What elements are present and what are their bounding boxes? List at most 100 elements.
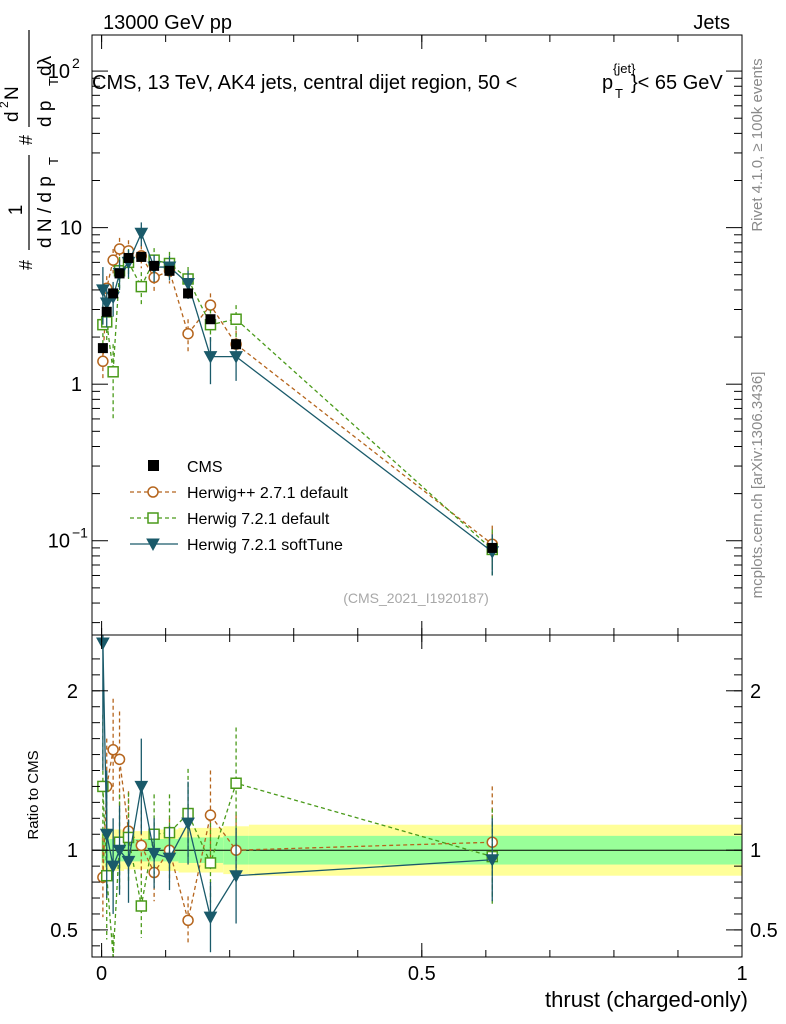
side-label-bottom: mcplots.cern.ch [arXiv:1306.3436] — [749, 372, 766, 599]
ratio-marker-soft — [203, 911, 218, 925]
ratio-marker-hpp — [182, 914, 194, 927]
ylabel-den2-tail: dλ — [35, 55, 56, 76]
series-line-hpp — [102, 248, 493, 545]
chart-title-group: CMS, 13 TeV, AK4 jets, central dijet reg… — [92, 61, 723, 101]
main-panel — [96, 222, 500, 578]
marker-cms — [487, 542, 498, 553]
x-tick-label: 1 — [736, 963, 747, 985]
ratio-marker-soft — [106, 860, 120, 874]
marker-cms — [205, 314, 216, 325]
analysis-watermark: (CMS_2021_I1920187) — [343, 590, 489, 606]
marker-hpp — [107, 254, 119, 266]
ratio-marker-soft — [112, 844, 127, 858]
marker-cms — [114, 268, 125, 279]
marker-cms — [101, 306, 112, 317]
ratio-marker-h721 — [135, 900, 148, 912]
ratio-marker-h721 — [230, 777, 242, 789]
marker-h721 — [135, 280, 148, 293]
marker-cms — [183, 288, 194, 299]
ratio-line-soft — [102, 642, 493, 919]
legend: CMS Herwig++ 2.7.1 default Herwig 7.2.1 de… — [130, 459, 349, 554]
marker-h721 — [230, 313, 242, 325]
ylabel-num2-sup: 2 — [0, 101, 11, 108]
ratio-marker-soft — [485, 854, 500, 867]
side-label-top: Rivet 4.1.0, ≥ 100k events — [749, 58, 766, 231]
legend-marker-cms — [148, 460, 159, 471]
header-right: Jets — [693, 12, 730, 34]
marker-cms — [97, 343, 108, 354]
ratio-line-h721 — [102, 782, 493, 958]
ratio-marker-hpp — [107, 744, 119, 756]
ratio-frame — [91, 634, 743, 958]
ratio-y-tick-label-right: 0.5 — [750, 920, 778, 942]
ratio-marker-h721 — [204, 857, 217, 869]
ratio-marker-soft — [162, 852, 177, 866]
x-tick-label: 0.5 — [408, 963, 436, 985]
ylabel-den1-sub: T — [46, 157, 61, 165]
chart-title-p: p — [602, 72, 613, 94]
x-tick-label: 0 — [96, 963, 107, 985]
legend-marker-h721 — [147, 512, 159, 524]
marker-cms — [136, 251, 147, 262]
ylabel-num1: 1 — [6, 205, 27, 216]
ylabel-num2: d — [2, 111, 23, 122]
marker-cms — [164, 265, 175, 276]
marker-hpp — [204, 299, 217, 311]
ratio-y-tick-label: 1 — [67, 840, 78, 862]
legend-label-cms: CMS — [187, 459, 223, 476]
ratio-marker-hpp — [135, 839, 148, 852]
y-tick-exponent: −1 — [72, 525, 88, 541]
marker-hpp — [97, 355, 109, 368]
chart-title-sub: T — [615, 86, 623, 101]
x-axis-label: thrust (charged-only) — [545, 987, 748, 1012]
marker-hpp — [182, 327, 194, 340]
series-line-h721 — [102, 259, 493, 550]
ratio-marker-soft — [181, 817, 195, 831]
legend-label-soft: Herwig 7.2.1 softTune — [187, 537, 343, 554]
marker-cms — [149, 260, 160, 271]
marker-soft — [134, 227, 149, 241]
legend-label-hpp: Herwig++ 2.7.1 default — [187, 485, 349, 502]
ylabel-den2: d p — [35, 101, 56, 127]
marker-soft — [99, 297, 114, 311]
marker-soft — [229, 351, 243, 364]
header-left: 13000 GeV pp — [103, 12, 232, 34]
main-ylabel: # 1 d N / d p T # d 2 N d p T dλ — [0, 30, 61, 270]
y-tick-exponent: 2 — [72, 55, 80, 71]
y-tick-label: 1 — [71, 374, 82, 396]
ratio-panel — [92, 635, 742, 958]
ylabel-num2-tail: N — [2, 86, 23, 100]
ratio-marker-soft — [121, 855, 136, 869]
y-tick-label: 10 — [60, 218, 82, 240]
ratio-y-tick-label: 2 — [67, 681, 78, 703]
ratio-line-hpp — [102, 748, 493, 921]
ratio-marker-hpp — [204, 809, 217, 821]
ratio-y-tick-label-right: 2 — [750, 681, 761, 703]
marker-h721 — [107, 366, 119, 378]
ylabel-den2-sub: T — [46, 78, 61, 86]
ratio-marker-soft — [147, 847, 161, 861]
marker-cms — [123, 252, 134, 263]
ratio-ylabel: Ratio to CMS — [25, 750, 42, 839]
ylabel-hash-2: # — [16, 135, 36, 145]
chart-title-sup: {jet} — [613, 61, 636, 76]
chart-title-tail: }< 65 GeV — [631, 72, 723, 94]
ylabel-hash-1: # — [16, 260, 36, 270]
y-tick-label: 10 — [48, 531, 70, 553]
ratio-marker-soft — [229, 870, 243, 883]
marker-cms — [108, 288, 119, 299]
marker-soft — [181, 277, 195, 291]
ratio-y-tick-label-right: 1 — [750, 840, 761, 862]
ratio-marker-soft — [99, 828, 114, 842]
chart-title: CMS, 13 TeV, AK4 jets, central dijet reg… — [92, 72, 517, 94]
y-tick-label: 10 — [48, 61, 70, 83]
ratio-y-tick-label: 0.5 — [50, 920, 78, 942]
ratio-marker-soft — [96, 637, 110, 651]
ratio-marker-hpp — [113, 753, 126, 766]
legend-marker-soft — [146, 538, 160, 552]
marker-soft — [203, 351, 218, 364]
ratio-marker-soft — [134, 780, 149, 794]
legend-marker-hpp — [147, 486, 159, 498]
